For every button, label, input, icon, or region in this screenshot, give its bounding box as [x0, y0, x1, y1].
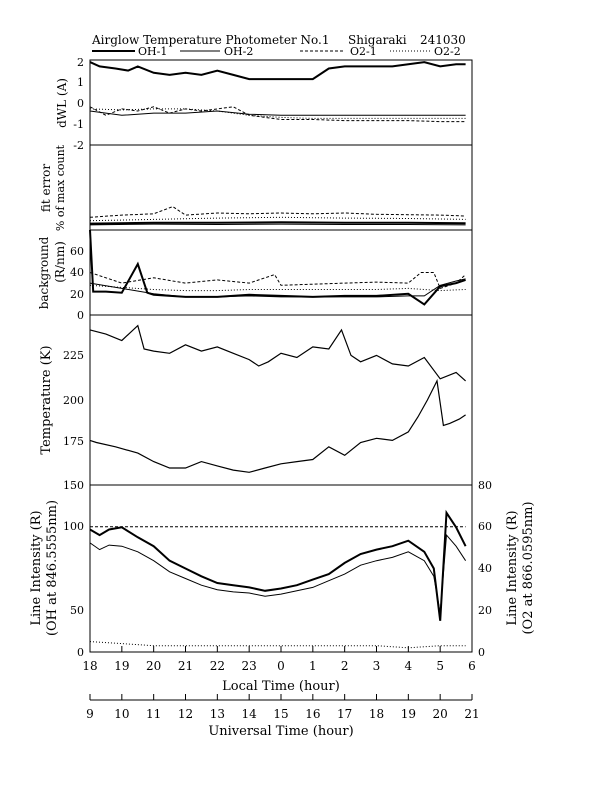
series-dwl-oh-2: [89, 110, 466, 116]
intensity-ytick-right: 40: [478, 562, 492, 575]
universal-time-tick-label: 13: [210, 707, 225, 721]
series-intensity-oh-1: [89, 509, 467, 621]
local-time-tick-label: 20: [146, 659, 161, 673]
temperature-ytick: 175: [63, 435, 84, 448]
universal-time-label: Universal Time (hour): [208, 724, 353, 739]
legend: OH-1 OH-2 O2-1 O2-2: [92, 45, 461, 58]
dwl-ytick: -1: [73, 118, 84, 131]
local-time-tick-label: 2: [341, 659, 349, 673]
universal-time-tick-label: 16: [305, 707, 320, 721]
background-yticks: 60 40 20 0: [70, 245, 84, 322]
local-time-tick-label: 22: [210, 659, 225, 673]
dwl-ylabel: dWL (A): [55, 78, 69, 128]
dwl-ytick: 0: [77, 97, 84, 110]
fit-error-ylabel-unit: % of max count: [54, 144, 67, 231]
local-time-tick-label: 3: [373, 659, 381, 673]
intensity-ytick: 50: [70, 604, 84, 617]
temperature-ytick: 200: [63, 394, 84, 407]
local-time-tick-label: 19: [114, 659, 129, 673]
universal-time-tick-label: 12: [178, 707, 193, 721]
local-time-tick-label: 18: [82, 659, 97, 673]
panel-temperature-frame: [89, 314, 473, 486]
intensity-ylabel-right: Line Intensity (R): [505, 510, 520, 625]
intensity-ylabel: Line Intensity (R): [29, 510, 44, 625]
series-background-o2-1: [89, 272, 466, 290]
series-dwl-oh-1: [89, 61, 466, 81]
local-time-tick-label: 5: [436, 659, 444, 673]
series-temperature-o2: [89, 378, 466, 473]
series-layer: [89, 61, 467, 649]
series-fit_error-oh-2: [89, 223, 466, 226]
intensity-ylabel-right-sub: (O2 at 866.0595nm): [521, 501, 536, 634]
dwl-ytick: -2: [73, 139, 84, 152]
background-ytick: 0: [77, 309, 84, 322]
figure-title: Airglow Temperature Photometer No.1: [91, 33, 330, 47]
series-background-o2-2: [89, 284, 466, 292]
background-ytick: 20: [70, 288, 84, 301]
series-dwl-o2-2: [89, 108, 466, 119]
panel-intensity-frame: [89, 484, 473, 653]
background-ylabel: background: [37, 236, 51, 309]
intensity-ytick: 0: [77, 646, 84, 659]
universal-time-tick-label: 15: [273, 707, 288, 721]
dwl-ytick: 1: [77, 76, 84, 89]
universal-time-tick-label: 20: [433, 707, 448, 721]
universal-time-ticks: 9 10 11 12 13 14 15 16 17 18 19 20 21: [86, 694, 480, 721]
background-ytick: 40: [70, 266, 84, 279]
legend-label-oh2: OH-2: [224, 45, 253, 58]
background-ylabel-unit: (R/nm): [53, 241, 67, 283]
panel-background-frame: [89, 229, 473, 316]
universal-time-tick-label: 17: [337, 707, 352, 721]
observation-date: 241030: [420, 33, 466, 47]
background-ytick: 60: [70, 245, 84, 258]
series-background-oh-2: [89, 278, 466, 298]
intensity-ytick: 100: [63, 520, 84, 533]
dwl-yticks: 2 1 0 -1 -2: [73, 56, 84, 152]
series-fit_error-o2-2: [89, 216, 466, 222]
temperature-ytick: 225: [63, 349, 84, 362]
universal-time-tick-label: 18: [369, 707, 384, 721]
temperature-yticks: 225 200 175: [63, 349, 84, 448]
site-name: Shigaraki: [348, 33, 407, 47]
series-intensity-oh-2: [89, 533, 467, 614]
intensity-yticks-right: 80 60 40 20 0: [478, 479, 492, 659]
legend-label-oh1: OH-1: [138, 45, 167, 58]
local-time-ticks: 18 19 20 21 22 23 0 1 2 3 4 5 6: [82, 646, 476, 673]
local-time-tick-label: 0: [277, 659, 285, 673]
universal-time-tick-label: 9: [86, 707, 94, 721]
local-time-tick-label: 6: [468, 659, 476, 673]
universal-time-tick-label: 19: [401, 707, 416, 721]
local-time-tick-label: 21: [178, 659, 193, 673]
local-time-label: Local Time (hour): [222, 679, 340, 694]
intensity-ytick-right: 20: [478, 604, 492, 617]
temperature-ylabel: Temperature (K): [39, 345, 54, 454]
intensity-ylabel-sub: (OH at 846.5555nm): [45, 500, 60, 636]
series-fit_error-o2-1: [89, 206, 466, 218]
universal-time-tick-label: 10: [114, 707, 129, 721]
fit-error-ylabel: fit error: [39, 164, 53, 212]
intensity-yticks-left: 150 100 50 0: [63, 479, 84, 659]
universal-time-tick-label: 14: [242, 707, 258, 721]
local-time-tick-label: 4: [405, 659, 413, 673]
local-time-tick-label: 1: [309, 659, 317, 673]
universal-time-tick-label: 11: [146, 707, 161, 721]
dwl-ytick: 2: [77, 56, 84, 69]
local-time-tick-label: 23: [242, 659, 257, 673]
universal-time-tick-label: 21: [464, 707, 479, 721]
panel-fit-error-frame: [89, 144, 473, 231]
series-background-oh-1: [89, 229, 466, 306]
legend-label-o22: O2-2: [434, 45, 461, 58]
intensity-ytick-right: 80: [478, 479, 492, 492]
series-temperature-oh: [89, 324, 467, 382]
series-fit_error-oh-1: [89, 221, 466, 225]
series-intensity-o2-2: [89, 641, 466, 649]
legend-label-o21: O2-1: [350, 45, 377, 58]
series-dwl-o2-1: [89, 106, 466, 123]
panel-dwl-frame: [89, 59, 473, 146]
intensity-ytick-right: 0: [478, 646, 485, 659]
intensity-ytick: 150: [63, 479, 84, 492]
intensity-ytick-right: 60: [478, 520, 492, 533]
